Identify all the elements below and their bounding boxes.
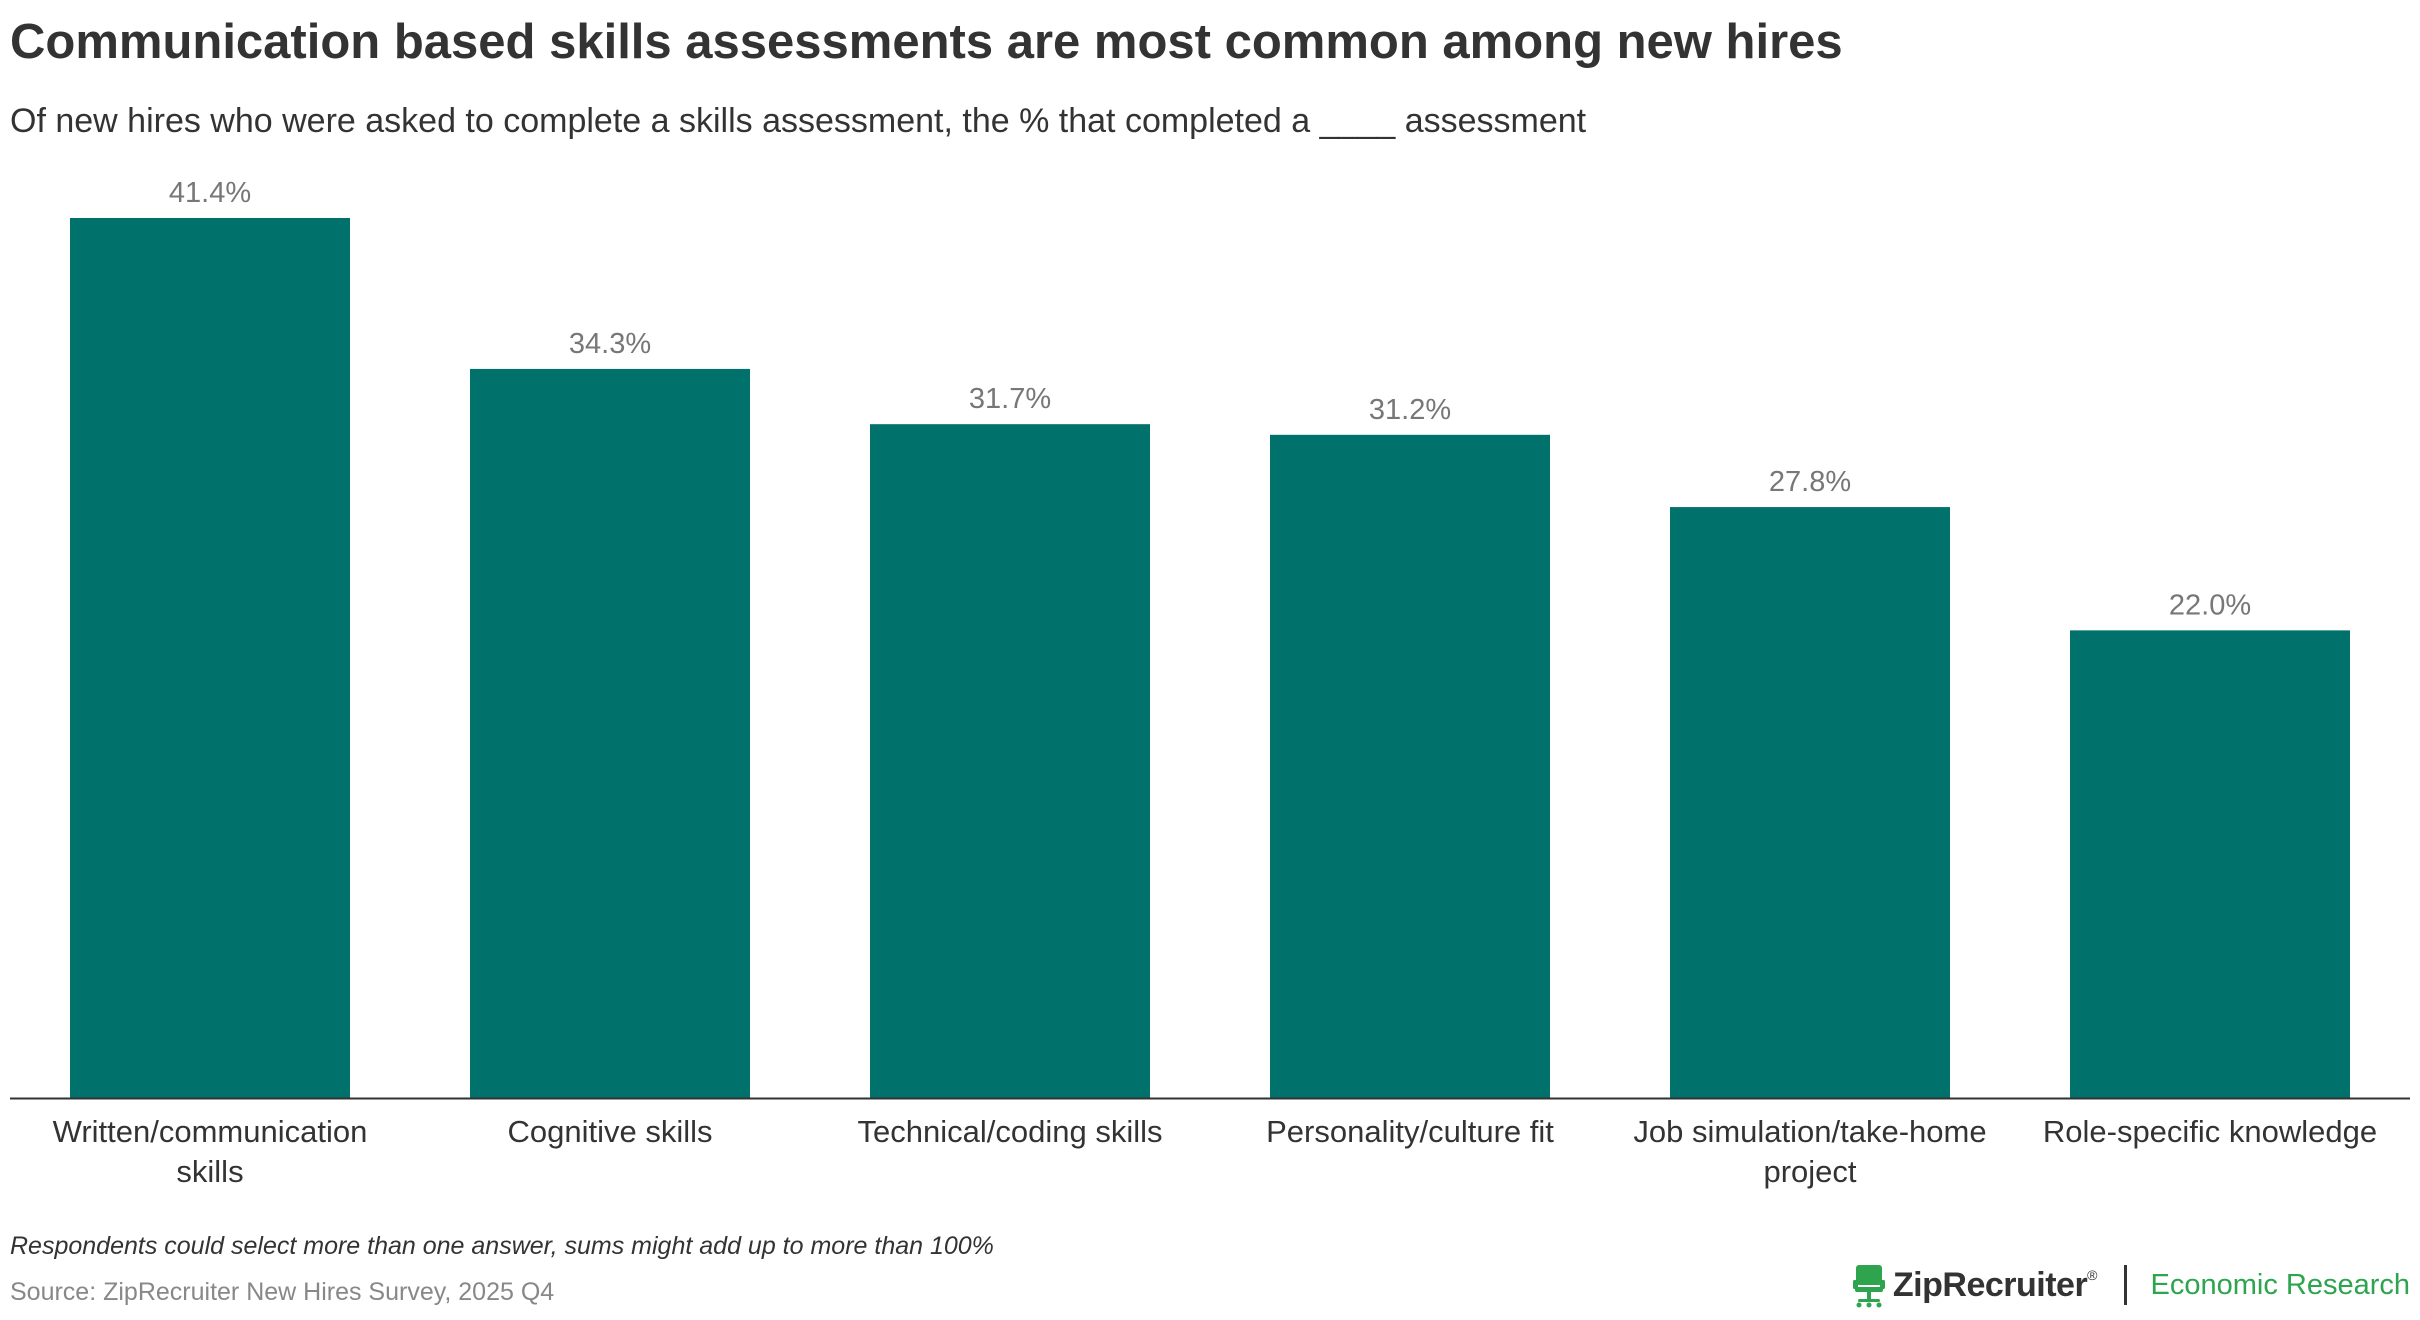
footnote: Respondents could select more than one a… xyxy=(10,1232,994,1260)
bar-5 xyxy=(1670,507,1950,1098)
bar-1 xyxy=(70,218,350,1098)
bars xyxy=(70,218,2350,1099)
value-label-6: 22.0% xyxy=(2169,589,2251,621)
brand-department: Economic Research xyxy=(2150,1268,2411,1301)
ziprecruiter-chair-icon xyxy=(1852,1265,1885,1308)
category-label-6: Role-specific knowledge xyxy=(2043,1114,2377,1149)
bar-2 xyxy=(470,368,750,1099)
bar-4 xyxy=(1270,434,1550,1098)
value-label-3: 31.7% xyxy=(969,383,1051,415)
brand-divider xyxy=(2123,1265,2127,1305)
value-label-1: 41.4% xyxy=(169,177,251,209)
category-label-1: Written/communication skills xyxy=(53,1114,368,1189)
registered-mark: ® xyxy=(2087,1267,2098,1283)
category-label-3: Technical/coding skills xyxy=(858,1114,1163,1149)
category-labels: Written/communication skills Cognitive ski… xyxy=(53,1114,2378,1189)
chart-title: Communication based skills assessments a… xyxy=(10,15,1843,69)
category-label-4: Personality/culture fit xyxy=(1266,1114,1554,1149)
brand-name: ZipRecruiter xyxy=(1892,1265,2088,1304)
value-label-4: 31.2% xyxy=(1369,394,1451,426)
category-label-2: Cognitive skills xyxy=(507,1114,712,1149)
brand-logo: ZipRecruiter ® Economic Research xyxy=(1852,1262,2411,1308)
value-label-2: 34.3% xyxy=(569,328,651,360)
value-label-5: 27.8% xyxy=(1769,466,1851,498)
bar-6 xyxy=(2070,630,2350,1098)
category-label-5: Job simulation/take-home project xyxy=(1633,1114,1986,1189)
chart-subtitle: Of new hires who were asked to complete … xyxy=(10,102,1587,140)
value-labels: 41.4% 34.3% 31.7% 31.2% 27.8% 22.0% xyxy=(169,177,2251,621)
source-text: Source: ZipRecruiter New Hires Survey, 2… xyxy=(10,1278,555,1306)
bar-3 xyxy=(870,424,1150,1098)
